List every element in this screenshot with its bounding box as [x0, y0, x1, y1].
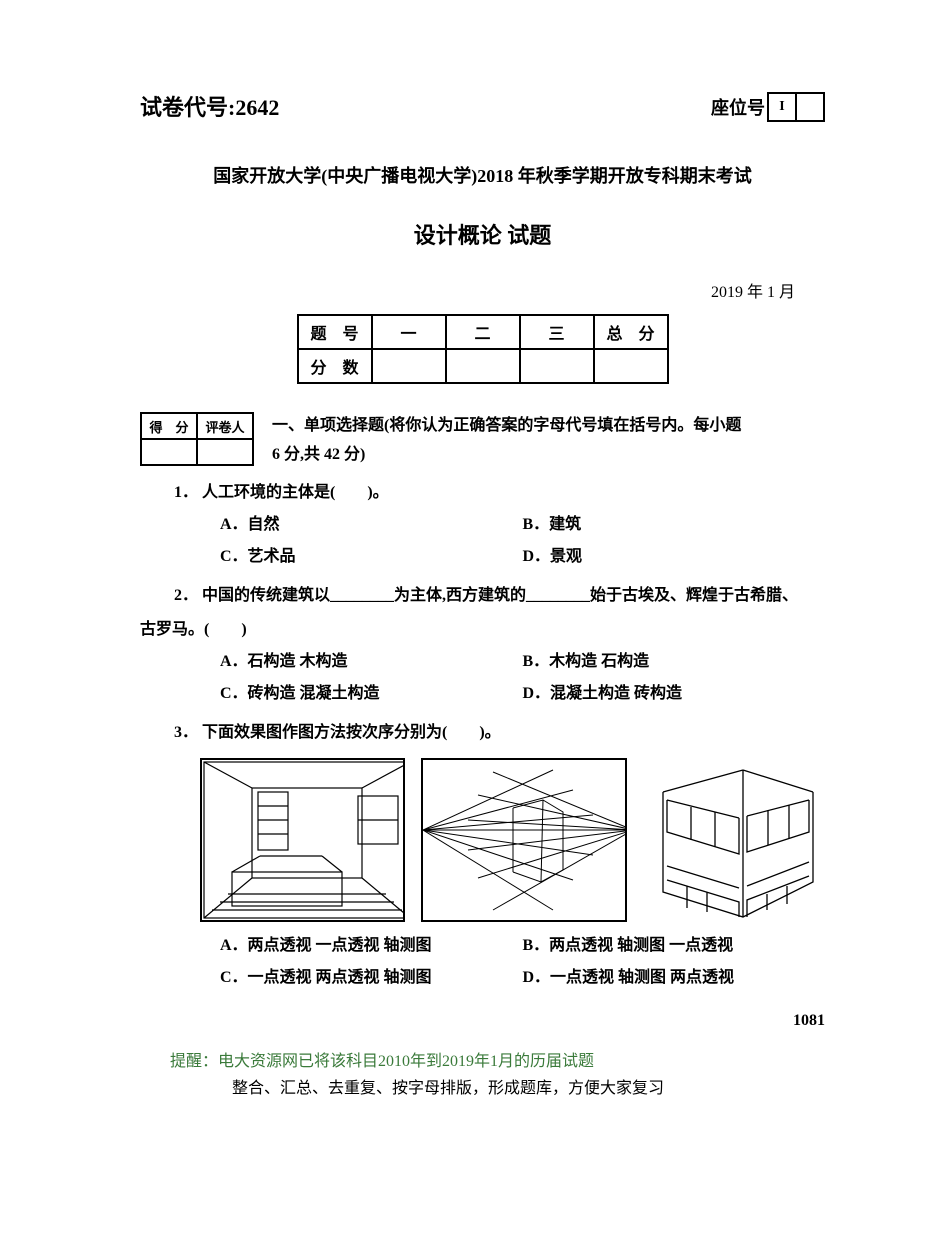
q2-num: 2．	[174, 587, 198, 604]
exam-title: 设计概论 试题	[140, 218, 825, 250]
score-row-0: 分 数	[298, 349, 372, 383]
q3-num: 3．	[174, 724, 198, 741]
q2-stem-b: 古罗马。( )	[140, 613, 825, 647]
score-table: 题 号 一 二 三 总 分 分 数	[297, 314, 669, 384]
page-number: 1081	[140, 1012, 825, 1030]
q1-opt-d[interactable]: D．景观	[523, 541, 826, 573]
q3-stem: 下面效果图作图方法按次序分别为( )。	[202, 724, 501, 741]
q2-stem-a: 中国的传统建筑以________为主体,西方建筑的________始于古埃及、辉…	[202, 587, 798, 604]
exam-date: 2019 年 1 月	[140, 278, 825, 302]
section1-title-a: 一、单项选择题(将你认为正确答案的字母代号填在括号内。每小题	[272, 417, 741, 434]
score-hdr-4: 总 分	[594, 315, 668, 349]
side-score-h1: 评卷人	[197, 413, 253, 439]
q3-figure-3	[643, 762, 825, 922]
footer-line2: 整合、汇总、去重复、按字母排版，形成题库，方便大家复习	[170, 1075, 825, 1102]
score-cell-1[interactable]	[372, 349, 446, 383]
q2-opt-d[interactable]: D．混凝土构造 砖构造	[523, 678, 826, 710]
footer-note: 提醒：电大资源网已将该科目2010年到2019年1月的历届试题 整合、汇总、去重…	[170, 1048, 825, 1102]
side-score-table: 得 分 评卷人	[140, 412, 254, 466]
q1-opt-a[interactable]: A．自然	[220, 509, 523, 541]
question-3: 3． 下面效果图作图方法按次序分别为( )。	[140, 716, 825, 994]
score-hdr-1: 一	[372, 315, 446, 349]
seat-box-2[interactable]	[795, 92, 825, 122]
side-score-h0: 得 分	[141, 413, 197, 439]
q3-figure-1	[200, 758, 405, 922]
score-hdr-3: 三	[520, 315, 594, 349]
seat-box-1[interactable]: I	[767, 92, 797, 122]
university-line: 国家开放大学(中央广播电视大学)2018 年秋季学期开放专科期末考试	[140, 162, 825, 188]
q1-opt-b[interactable]: B．建筑	[523, 509, 826, 541]
paper-number: 试卷代号:2642	[140, 90, 279, 122]
footer-prefix: 提醒：	[170, 1053, 218, 1070]
q1-num: 1．	[174, 484, 198, 501]
question-1: 1． 人工环境的主体是( )。 A．自然 B．建筑 C．艺术品 D．景观	[140, 476, 825, 574]
q3-opt-d[interactable]: D．一点透视 轴测图 两点透视	[523, 962, 826, 994]
paper-no-label: 试卷代号:	[140, 95, 235, 120]
q3-opt-b[interactable]: B．两点透视 轴测图 一点透视	[523, 930, 826, 962]
paper-no-value: 2642	[235, 95, 279, 120]
score-hdr-0: 题 号	[298, 315, 372, 349]
footer-line1: 电大资源网已将该科目2010年到2019年1月的历届试题	[218, 1053, 594, 1070]
q2-opt-a[interactable]: A．石构造 木构造	[220, 646, 523, 678]
score-hdr-2: 二	[446, 315, 520, 349]
seat-label: 座位号	[711, 94, 765, 120]
score-cell-2[interactable]	[446, 349, 520, 383]
q1-stem: 人工环境的主体是( )。	[202, 484, 389, 501]
side-score-c1[interactable]	[197, 439, 253, 465]
q3-opt-a[interactable]: A．两点透视 一点透视 轴测图	[220, 930, 523, 962]
q2-opt-c[interactable]: C．砖构造 混凝土构造	[220, 678, 523, 710]
q1-opt-c[interactable]: C．艺术品	[220, 541, 523, 573]
score-cell-4[interactable]	[594, 349, 668, 383]
question-2: 2． 中国的传统建筑以________为主体,西方建筑的________始于古埃…	[140, 579, 825, 710]
side-score-c0[interactable]	[141, 439, 197, 465]
q2-opt-b[interactable]: B．木构造 石构造	[523, 646, 826, 678]
q3-opt-c[interactable]: C．一点透视 两点透视 轴测图	[220, 962, 523, 994]
seat-number: 座位号 I	[711, 92, 825, 122]
score-cell-3[interactable]	[520, 349, 594, 383]
q3-figures	[200, 758, 825, 922]
q3-figure-2	[421, 758, 626, 922]
